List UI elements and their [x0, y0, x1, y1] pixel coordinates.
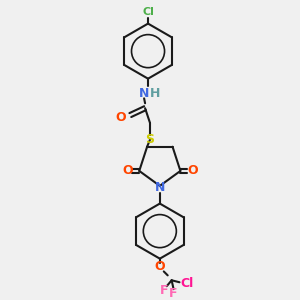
Text: O: O	[122, 164, 133, 177]
Text: F: F	[160, 284, 168, 297]
Text: O: O	[154, 260, 165, 273]
Text: N: N	[139, 87, 149, 100]
Text: O: O	[187, 164, 197, 177]
Text: S: S	[146, 133, 154, 146]
Text: O: O	[115, 110, 126, 124]
Text: H: H	[150, 87, 160, 100]
Text: Cl: Cl	[142, 7, 154, 17]
Text: N: N	[154, 181, 165, 194]
Text: Cl: Cl	[181, 277, 194, 290]
Text: F: F	[169, 286, 178, 300]
